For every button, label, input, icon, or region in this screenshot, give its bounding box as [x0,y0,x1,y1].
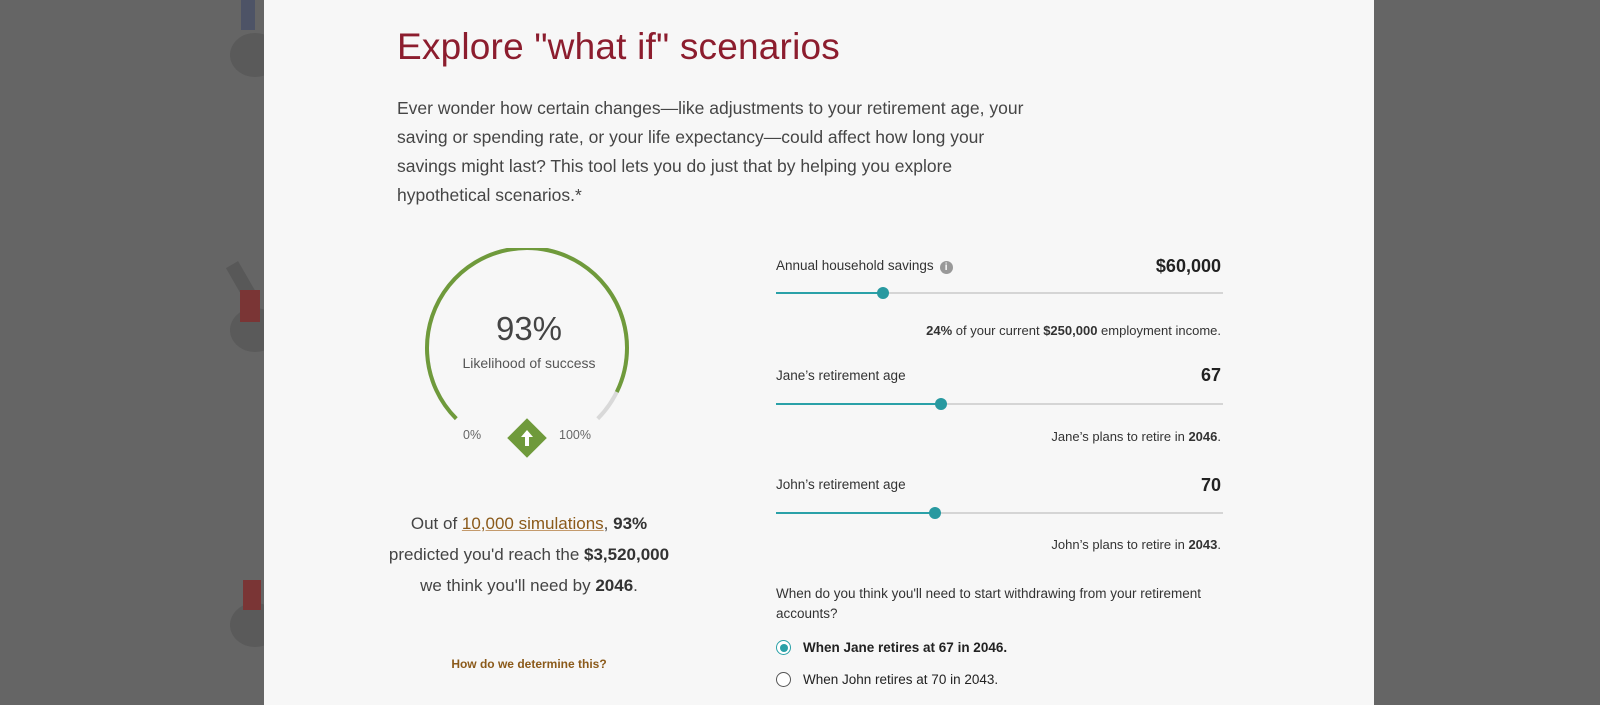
success-label: Likelihood of success [462,355,596,371]
savings-label: Annual household savings i [776,258,953,274]
slider-thumb[interactable] [928,507,941,519]
trend-badge [507,418,547,458]
gauge-fill [425,248,629,421]
simulation-summary: Out of 10,000 simulations, 93% predicted… [388,514,670,595]
savings-note: 24% of your current $250,000 employment … [926,323,1221,338]
slider-thumb[interactable] [935,398,948,410]
john-retire-note: John’s plans to retire in 2043. [1051,537,1221,552]
radio-selected[interactable] [776,640,791,655]
success-percent: 93% [495,310,563,347]
success-gauge [425,248,629,421]
how-determined-link[interactable]: How do we determine this? [451,657,607,671]
option-jane-retires[interactable]: When Jane retires at 67 in 2046. [776,640,1007,655]
radio-unselected[interactable] [776,672,791,687]
up-arrow-icon [521,430,533,446]
gauge-min-label: 0% [463,428,482,442]
scenario-modal: Explore "what if" scenarios Ever wonder … [264,0,1374,705]
john-age-label: John’s retirement age [776,477,906,492]
simulations-link[interactable]: 10,000 simulations [461,514,604,533]
jane-retire-note: Jane’s plans to retire in 2046. [1051,429,1221,444]
page-title: Explore "what if" scenarios [397,26,840,67]
savings-slider[interactable] [776,287,1223,299]
option-john-retires[interactable]: When John retires at 70 in 2043. [776,672,998,687]
gauge-max-label: 100% [559,428,591,442]
jane-age-slider[interactable] [776,398,1223,410]
info-icon[interactable]: i [939,261,953,274]
intro-paragraph: Ever wonder how certain changes—like adj… [397,98,1024,205]
jane-age-value: 67 [1200,365,1221,385]
john-age-value: 70 [1200,475,1221,495]
withdrawal-question: When do you think you'll need to start w… [776,586,1202,621]
savings-value: $60,000 [1155,256,1221,276]
background-illustration [225,0,265,647]
john-age-slider[interactable] [776,507,1223,519]
jane-age-label: Jane’s retirement age [776,368,906,383]
slider-thumb[interactable] [877,287,890,299]
